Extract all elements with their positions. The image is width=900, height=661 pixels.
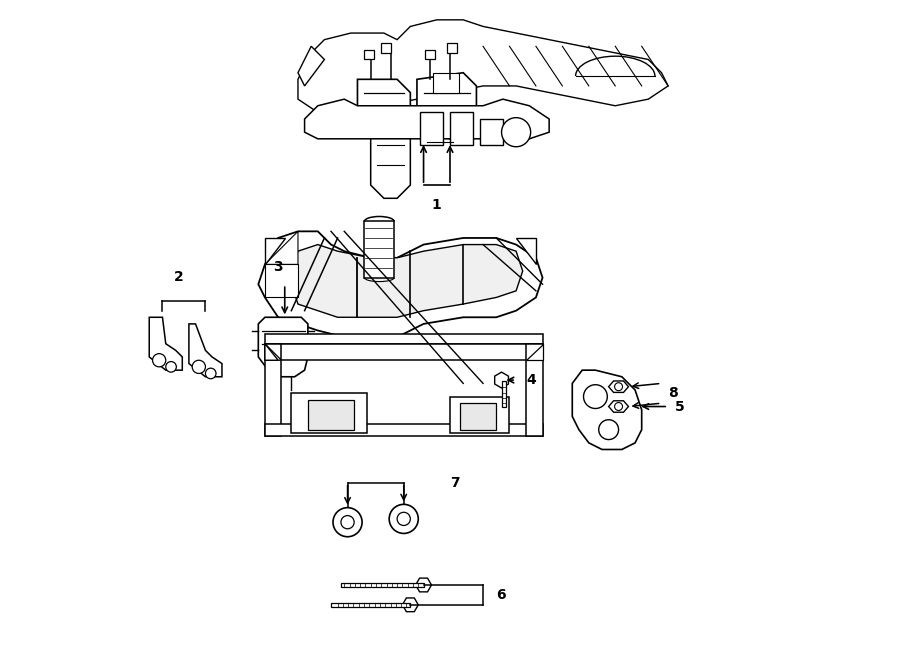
Text: 5: 5 bbox=[675, 399, 685, 414]
Circle shape bbox=[615, 383, 623, 391]
Polygon shape bbox=[265, 344, 278, 360]
Circle shape bbox=[333, 508, 362, 537]
Bar bbox=[265, 344, 543, 360]
Bar bbox=[450, 112, 473, 145]
Text: 4: 4 bbox=[526, 373, 536, 387]
Bar bbox=[526, 344, 543, 436]
Polygon shape bbox=[417, 73, 476, 139]
Polygon shape bbox=[265, 231, 298, 264]
Circle shape bbox=[501, 118, 531, 147]
Circle shape bbox=[583, 385, 608, 408]
Polygon shape bbox=[258, 317, 308, 377]
Circle shape bbox=[152, 354, 166, 367]
Bar bbox=[364, 50, 374, 59]
Bar bbox=[265, 424, 543, 436]
Circle shape bbox=[615, 403, 623, 410]
Bar bbox=[341, 583, 424, 587]
Bar bbox=[450, 397, 509, 433]
Bar bbox=[292, 393, 367, 433]
Bar bbox=[265, 334, 543, 344]
Polygon shape bbox=[265, 238, 284, 264]
Polygon shape bbox=[495, 372, 508, 388]
Text: 1: 1 bbox=[432, 198, 442, 212]
Bar bbox=[308, 400, 355, 430]
Polygon shape bbox=[608, 381, 628, 393]
Bar bbox=[331, 603, 410, 607]
Circle shape bbox=[166, 362, 176, 372]
Polygon shape bbox=[265, 264, 298, 297]
Polygon shape bbox=[304, 99, 549, 139]
Bar bbox=[420, 112, 444, 145]
Polygon shape bbox=[516, 238, 536, 264]
Text: 8: 8 bbox=[668, 386, 678, 401]
Polygon shape bbox=[298, 46, 324, 86]
Text: 3: 3 bbox=[274, 260, 283, 274]
Polygon shape bbox=[526, 344, 543, 360]
Circle shape bbox=[598, 420, 618, 440]
Bar bbox=[501, 381, 506, 407]
Polygon shape bbox=[258, 231, 543, 337]
Text: 6: 6 bbox=[496, 588, 506, 602]
Polygon shape bbox=[265, 344, 282, 360]
Polygon shape bbox=[572, 370, 642, 449]
Bar bbox=[425, 50, 435, 59]
Circle shape bbox=[397, 512, 410, 525]
Bar bbox=[460, 403, 496, 430]
Polygon shape bbox=[149, 317, 183, 370]
Circle shape bbox=[341, 516, 355, 529]
Polygon shape bbox=[371, 139, 410, 198]
Bar bbox=[446, 43, 456, 53]
Polygon shape bbox=[402, 598, 418, 611]
Bar bbox=[381, 43, 391, 53]
Polygon shape bbox=[189, 324, 222, 377]
Bar bbox=[265, 344, 282, 436]
Polygon shape bbox=[608, 401, 628, 412]
Bar bbox=[364, 221, 394, 278]
Polygon shape bbox=[416, 578, 431, 592]
Circle shape bbox=[193, 360, 205, 373]
Polygon shape bbox=[292, 245, 523, 317]
Circle shape bbox=[389, 504, 419, 533]
Text: 7: 7 bbox=[450, 475, 460, 490]
Bar bbox=[433, 73, 459, 93]
Circle shape bbox=[205, 368, 216, 379]
Bar bbox=[480, 119, 503, 145]
Polygon shape bbox=[298, 20, 668, 112]
Polygon shape bbox=[357, 79, 410, 139]
Text: 2: 2 bbox=[174, 270, 184, 284]
